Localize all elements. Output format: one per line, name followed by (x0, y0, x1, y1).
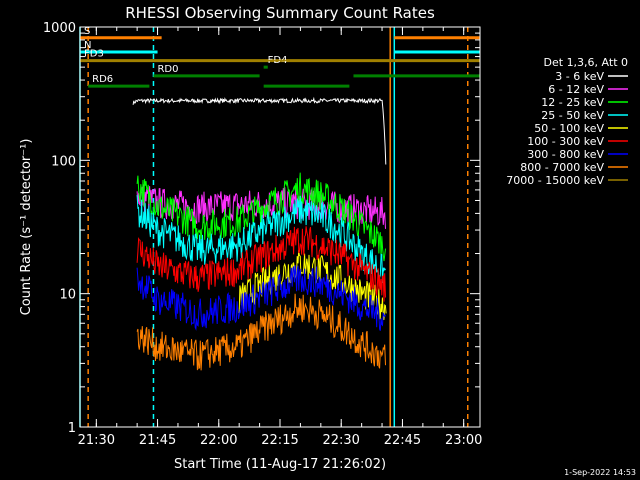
y-axis-label: Count Rate (s⁻¹ detector⁻¹) (19, 139, 34, 316)
flag-label-s: S (84, 26, 90, 37)
legend-entry-6: 300 - 800 keV (527, 148, 604, 161)
flag-label-rd6: RD6 (92, 74, 113, 85)
series-group (80, 60, 480, 371)
y-tick-label-2: 100 (51, 154, 76, 169)
series-line-3 (136, 194, 386, 284)
y-tick-label-3: 1000 (43, 21, 76, 36)
legend-entry-2: 12 - 25 keV (541, 96, 604, 109)
legend-entry-7: 800 - 7000 keV (520, 161, 604, 174)
x-tick-label-5: 22:45 (384, 433, 421, 448)
legend-entry-4: 50 - 100 keV (534, 122, 604, 135)
series-line-6 (136, 265, 386, 331)
series-line-2 (136, 172, 386, 262)
x-axis-label: Start Time (11-Aug-17 21:26:02) (174, 457, 386, 472)
chart-title: RHESSI Observing Summary Count Rates (125, 4, 435, 22)
legend-entry-0: 3 - 6 keV (555, 70, 604, 83)
series-line-4 (238, 250, 387, 320)
x-tick-label-6: 23:00 (445, 433, 482, 448)
legend-entry-5: 100 - 300 keV (527, 135, 604, 148)
flag-label-fd3: FD3 (84, 49, 104, 60)
flag-label-n: N (84, 40, 91, 51)
series-line-5 (136, 226, 386, 302)
generation-timestamp: 1-Sep-2022 14:53 (564, 468, 636, 477)
series-line-0 (132, 96, 387, 165)
series-line-7 (136, 293, 386, 371)
flag-label-rd0: RD0 (157, 64, 178, 75)
y-axis-ticks: 1 10 100 1000 (43, 21, 480, 436)
legend-title: Det 1,3,6, Att 0 (544, 56, 628, 69)
x-tick-label-3: 22:15 (261, 433, 298, 448)
x-tick-label-2: 22:00 (200, 433, 237, 448)
x-axis-ticks: 21:30 21:45 22:00 22:15 22:30 22:45 23:00 (78, 27, 482, 448)
y-tick-label-1: 10 (59, 288, 76, 303)
legend-entry-3: 25 - 50 keV (541, 109, 604, 122)
x-tick-label-1: 21:45 (139, 433, 176, 448)
y-tick-label-0: 1 (68, 421, 76, 436)
legend-entry-8: 7000 - 15000 keV (506, 174, 604, 187)
legend-entry-1: 6 - 12 keV (548, 83, 604, 96)
x-tick-label-0: 21:30 (78, 433, 115, 448)
x-tick-label-4: 22:30 (322, 433, 359, 448)
